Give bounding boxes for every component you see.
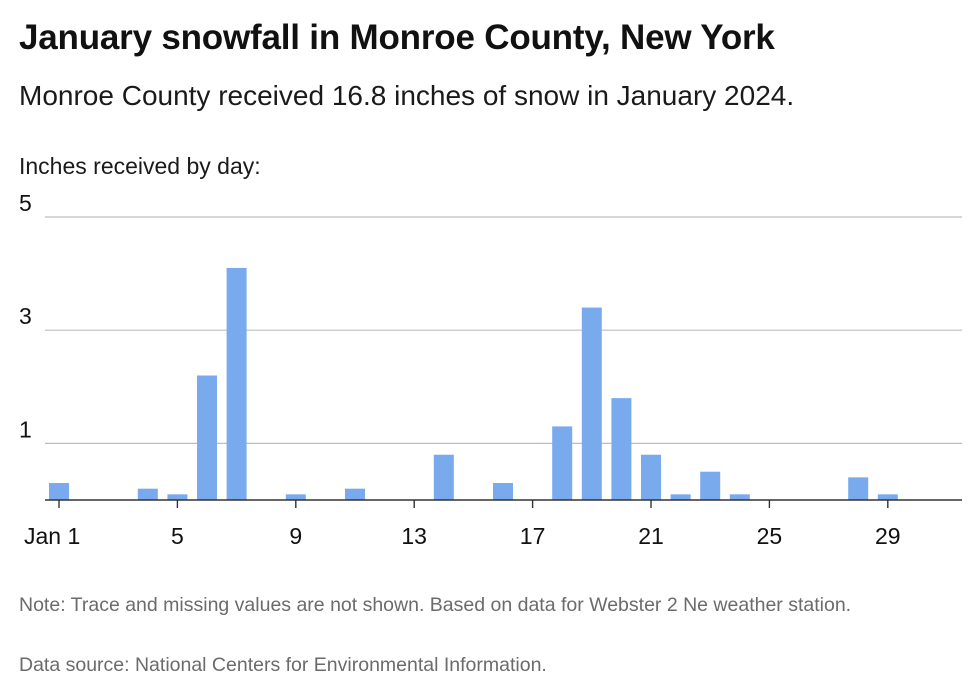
- x-tick-label: 25: [757, 523, 783, 549]
- y-tick-label: 5: [19, 190, 32, 216]
- x-tick-label: 13: [401, 523, 427, 549]
- bar: [197, 375, 217, 500]
- bar: [670, 494, 691, 500]
- bar: [49, 483, 69, 500]
- bar-series: [49, 267, 898, 500]
- footnote: Note: Trace and missing values are not s…: [19, 594, 852, 616]
- y-tick-label: 3: [19, 303, 32, 329]
- bar: [433, 454, 454, 500]
- bar: [167, 494, 188, 500]
- bar: [877, 494, 898, 500]
- x-tick-label: 17: [520, 523, 546, 549]
- chart-title: January snowfall in Monroe County, New Y…: [19, 18, 775, 57]
- x-tick-label: 5: [171, 523, 184, 549]
- bar: [611, 398, 632, 500]
- chart-subtitle: Monroe County received 16.8 inches of sn…: [19, 80, 795, 111]
- grid-lines: 1 3 5: [19, 190, 962, 444]
- bar: [552, 426, 573, 500]
- data-source: Data source: National Centers for Enviro…: [19, 654, 547, 676]
- bar: [581, 307, 602, 500]
- x-tick-label: Jan 1: [24, 523, 80, 549]
- bar: [729, 494, 750, 500]
- y-axis-label: Inches received by day:: [19, 153, 261, 179]
- bar: [493, 483, 513, 500]
- x-axis: Jan 1 5 9 13 17 21 25 29: [24, 499, 962, 549]
- bar: [345, 488, 365, 500]
- y-tick-label: 1: [19, 416, 32, 442]
- bar: [700, 471, 721, 500]
- x-tick-label: 21: [638, 523, 664, 549]
- x-tick-label: 29: [875, 523, 901, 549]
- bar: [285, 494, 306, 500]
- bar: [641, 454, 661, 500]
- bar: [137, 488, 158, 500]
- snowfall-bar-chart: 135 Jan 1 5 9 13 17 21 25 29: [19, 190, 962, 549]
- x-tick-label: 9: [289, 523, 302, 549]
- bar: [848, 477, 869, 500]
- bar: [226, 267, 247, 500]
